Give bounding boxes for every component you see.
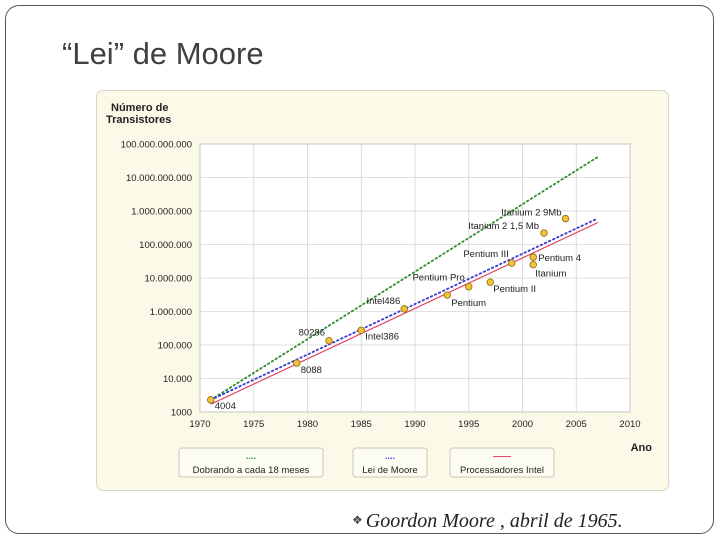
point-label: Pentium Pro <box>412 273 464 284</box>
point-label: Itanium <box>535 269 566 280</box>
moore-law-chart: Número de Transistores 4004 8088 80286 Inte… <box>106 102 653 478</box>
data-point <box>465 282 473 291</box>
x-tick-label: 1995 <box>458 419 479 430</box>
y-tick-label: 1.000.000.000 <box>131 207 192 218</box>
diamond-bullet-icon: ❖ <box>352 513 363 527</box>
x-tick-label: 1975 <box>243 419 264 430</box>
legend-marker: —— <box>493 451 511 461</box>
legend-marker: .... <box>385 451 395 461</box>
chart-panel: Número de Transistores 4004 8088 80286 Inte… <box>96 90 669 491</box>
series-line-3 <box>210 222 598 405</box>
data-point <box>508 259 516 267</box>
legend-box <box>178 447 324 478</box>
y-tick-label: 1000 <box>171 408 192 419</box>
y-tick-label: 10.000 <box>163 374 192 385</box>
slide-frame <box>5 5 714 534</box>
y-tick-label: 100.000 <box>158 341 192 352</box>
legend-label: Dobrando a cada 18 meses <box>193 465 310 476</box>
point-label: Itanium 2 9Mb <box>501 208 561 219</box>
y-tick-label: 10.000.000 <box>144 274 192 285</box>
x-tick-label: 1980 <box>297 419 318 430</box>
data-point <box>293 359 301 367</box>
data-point <box>529 260 537 269</box>
legend-box <box>352 447 428 478</box>
data-point <box>207 396 215 404</box>
y-axis-title-line2: Transistores <box>106 114 171 126</box>
y-tick-label: 100.000.000 <box>139 240 192 251</box>
x-tick-label: 2010 <box>619 419 640 430</box>
legend-box <box>449 447 555 478</box>
x-tick-label: 2005 <box>566 419 587 430</box>
caption-text: Goordon Moore , abril de 1965. <box>365 510 623 532</box>
data-point <box>486 278 494 286</box>
legend-marker: .... <box>246 451 256 461</box>
data-point <box>357 326 365 334</box>
x-tick-label: 2000 <box>512 419 533 430</box>
x-tick-label: 1970 <box>189 419 210 430</box>
legend-label: Lei de Moore <box>362 465 417 476</box>
point-label: Intel386 <box>365 331 399 342</box>
y-axis-title-line1: Número de <box>111 102 168 114</box>
point-label: Pentium 4 <box>538 253 581 264</box>
data-point <box>443 291 451 299</box>
data-point <box>561 214 570 223</box>
series-line-1 <box>209 156 599 401</box>
point-label: 80286 <box>299 328 325 339</box>
caption: ❖ Goordon Moore , abril de 1965. <box>352 510 623 533</box>
x-tick-label: 1990 <box>404 419 425 430</box>
x-axis-title: Ano <box>631 442 653 454</box>
slide-title: “Lei” de Moore <box>62 36 264 71</box>
point-label: Pentium <box>451 298 486 309</box>
y-tick-label: 100.000.000.000 <box>121 140 192 151</box>
y-tick-label: 1.000.000 <box>150 307 192 318</box>
point-label: Itanium 2 1,5 Mb <box>468 221 539 232</box>
point-label: Intel486 <box>366 296 400 307</box>
data-point <box>529 253 537 261</box>
x-tick-label: 1985 <box>351 419 372 430</box>
point-label: Pentium II <box>493 284 536 295</box>
legend-label: Processadores Intel <box>460 465 544 476</box>
data-point <box>400 305 408 313</box>
y-tick-label: 10.000.000.000 <box>126 173 192 184</box>
data-point <box>325 337 333 345</box>
point-label: Pentium III <box>463 249 508 260</box>
point-label: 8088 <box>301 365 322 376</box>
point-label: 4004 <box>215 401 236 412</box>
data-point <box>540 229 548 237</box>
